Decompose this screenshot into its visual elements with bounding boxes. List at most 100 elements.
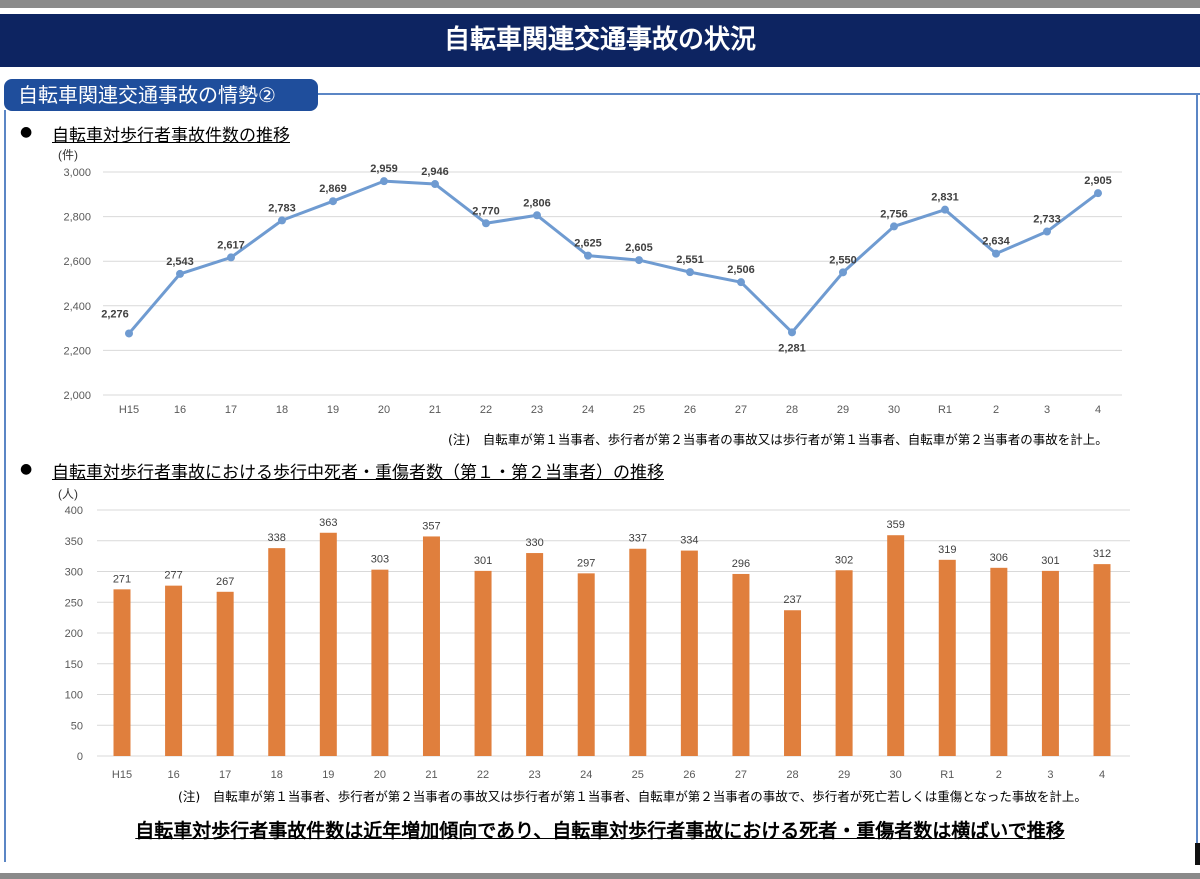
x-tick-label: 29 [838, 769, 850, 780]
data-point [176, 269, 184, 278]
data-label: 2,905 [1084, 175, 1112, 187]
data-label: 2,605 [625, 242, 653, 254]
data-label: 2,543 [166, 256, 194, 268]
y-tick-label: 3,000 [63, 167, 91, 179]
data-label: 337 [629, 533, 647, 545]
x-tick-label: 22 [480, 404, 492, 416]
data-point [533, 211, 541, 220]
bar [732, 573, 750, 756]
x-tick-label: 4 [1095, 404, 1101, 416]
x-tick-label: 2 [996, 769, 1002, 780]
y-tick-label: 350 [65, 536, 83, 548]
data-point [686, 268, 694, 277]
data-label: 2,959 [370, 163, 398, 175]
data-label: 338 [268, 532, 286, 544]
section-tab: 自転車関連交通事故の情勢② [4, 79, 318, 111]
data-label: 2,625 [574, 238, 602, 250]
frame-left-border [4, 110, 6, 862]
x-tick-label: 21 [429, 404, 441, 416]
data-label: 2,869 [319, 183, 347, 195]
title-band: 自転車関連交通事故の状況 [0, 14, 1200, 67]
y-tick-label: 100 [65, 690, 83, 702]
bar [835, 570, 853, 756]
y-tick-label: 0 [77, 751, 83, 763]
data-label: 2,281 [778, 342, 806, 354]
data-label: 2,733 [1033, 214, 1061, 226]
bar [165, 585, 183, 756]
corner-mark [1195, 843, 1200, 865]
line-chart: 2,000 2,200 2,400 2,600 2,800 3,000 (件) H15 16 17… [58, 148, 1122, 416]
data-label: 296 [732, 558, 750, 570]
bar [784, 610, 802, 756]
x-tick-label: 30 [890, 769, 902, 780]
data-label: 267 [216, 576, 234, 588]
x-tick-label: 4 [1099, 769, 1105, 780]
data-label: 312 [1093, 548, 1111, 560]
data-label: 357 [422, 520, 440, 532]
y-tick-label: 2,400 [63, 301, 91, 313]
bar [887, 535, 905, 756]
y-tick-label: 300 [65, 567, 83, 579]
x-tick-label: 21 [425, 769, 437, 780]
data-point [737, 278, 745, 287]
bottom-border [0, 873, 1200, 879]
data-label: 303 [371, 554, 389, 566]
x-tick-label: 20 [374, 769, 386, 780]
bar-chart: 0 50 100 150 200 250 300 350 400 (人) 271 H15 277 16 26… [58, 487, 1130, 780]
data-label: 237 [783, 594, 801, 606]
data-point [839, 268, 847, 277]
data-point [941, 205, 949, 214]
x-tick-label: 25 [632, 769, 644, 780]
data-label: 330 [525, 537, 543, 549]
y-tick-label: 2,200 [63, 345, 91, 357]
data-label: 2,550 [829, 254, 857, 266]
data-point [329, 197, 337, 206]
data-point [482, 219, 490, 228]
data-label: 2,806 [523, 197, 551, 209]
data-label: 302 [835, 554, 853, 566]
x-tick-label: 25 [633, 404, 645, 416]
data-point [1094, 189, 1102, 198]
y-unit-label: (人) [58, 487, 78, 501]
data-point [584, 251, 592, 260]
data-point [1043, 227, 1051, 236]
x-tick-label: 17 [219, 769, 231, 780]
data-label: 2,756 [880, 208, 908, 220]
bar [113, 589, 131, 756]
bar [474, 570, 492, 756]
bar [319, 532, 337, 756]
bar [680, 550, 698, 756]
y-unit-label: (件) [58, 148, 78, 162]
bullet-icon: ● [20, 461, 33, 477]
data-label: 301 [1041, 555, 1059, 567]
x-tick-label: 30 [888, 404, 900, 416]
bar [629, 548, 647, 756]
bar [422, 536, 440, 756]
data-label: 301 [474, 555, 492, 567]
conclusion-text: 自転車対歩行者事故件数は近年増加傾向であり、自転車対歩行者事故における死者・重傷… [135, 820, 1065, 842]
data-label: 2,506 [727, 264, 755, 276]
y-tick-label: 50 [71, 720, 83, 732]
bar-chart-heading: 自転車対歩行者事故における歩行中死者・重傷者数（第１・第２当事者）の推移 [52, 463, 664, 483]
x-tick-label: 23 [529, 769, 541, 780]
x-tick-label: 23 [531, 404, 543, 416]
bar [577, 573, 595, 756]
bullet-icon: ● [20, 124, 33, 140]
data-label: 363 [319, 517, 337, 529]
bar [1041, 570, 1059, 756]
data-point [788, 328, 796, 337]
page-title: 自転車関連交通事故の状況 [443, 25, 756, 55]
x-tick-label: 26 [684, 404, 696, 416]
data-label: 2,551 [676, 254, 704, 266]
x-tick-label: 28 [786, 404, 798, 416]
data-point [890, 222, 898, 231]
x-tick-label: 17 [225, 404, 237, 416]
data-point [125, 329, 133, 338]
data-label: 2,783 [268, 202, 296, 214]
series-line [127, 179, 1099, 335]
x-tick-label: H15 [119, 404, 139, 416]
x-tick-label: H15 [112, 769, 132, 780]
x-tick-label: 29 [837, 404, 849, 416]
x-tick-label: 2 [993, 404, 999, 416]
x-tick-label: 19 [327, 404, 339, 416]
